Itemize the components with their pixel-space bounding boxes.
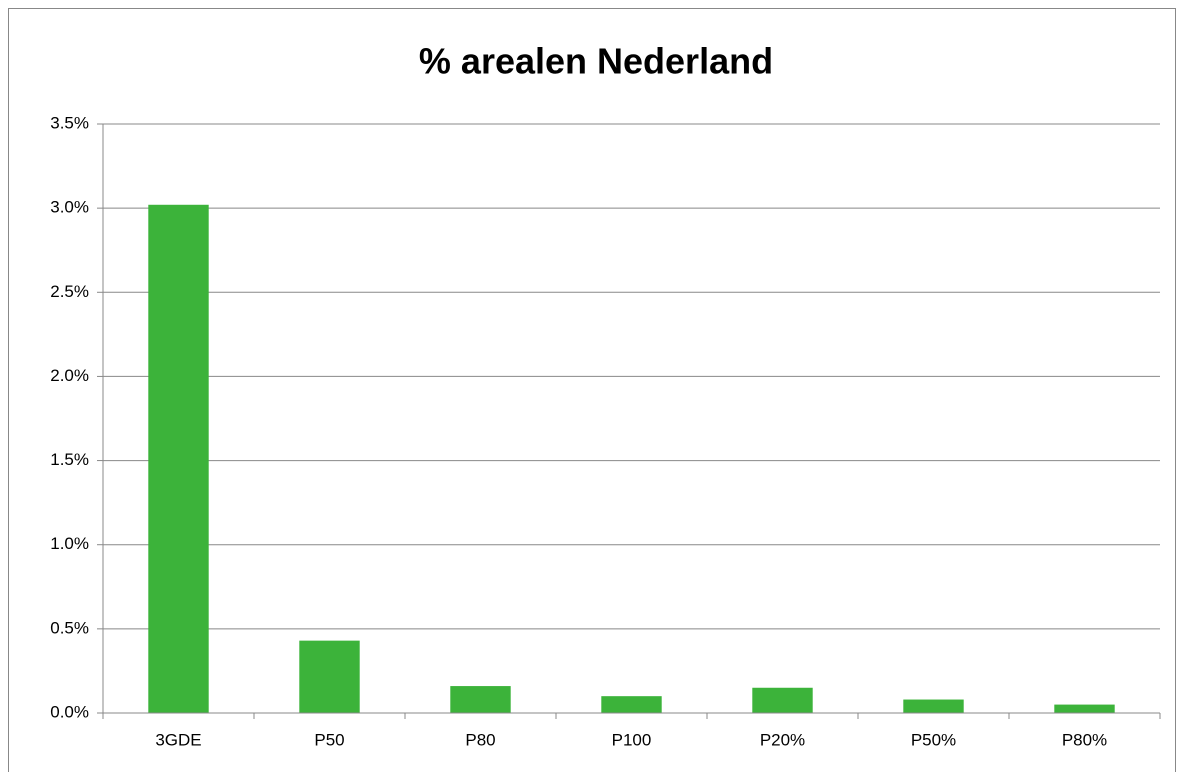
- y-tick-label: 0.0%: [50, 702, 89, 721]
- x-tick-label: 3GDE: [155, 730, 201, 749]
- x-tick-label: P20%: [760, 730, 805, 749]
- y-tick-label: 2.5%: [50, 282, 89, 301]
- bar: [450, 686, 511, 713]
- bar: [601, 696, 662, 713]
- x-tick-label: P50%: [911, 730, 956, 749]
- x-tick-label: P80: [465, 730, 495, 749]
- bar: [903, 699, 964, 713]
- bar: [1054, 704, 1115, 713]
- bar: [148, 204, 209, 713]
- bar: [299, 640, 360, 713]
- y-tick-label: 0.5%: [50, 618, 89, 637]
- y-tick-label: 1.5%: [50, 450, 89, 469]
- x-tick-label: P100: [612, 730, 652, 749]
- x-tick-label: P80%: [1062, 730, 1107, 749]
- y-tick-label: 1.0%: [50, 534, 89, 553]
- bar: [752, 687, 813, 713]
- chart-title: % arealen Nederland: [419, 41, 773, 82]
- y-tick-label: 3.5%: [50, 113, 89, 132]
- x-tick-label: P50: [314, 730, 344, 749]
- y-tick-label: 3.0%: [50, 198, 89, 217]
- y-tick-label: 2.0%: [50, 366, 89, 385]
